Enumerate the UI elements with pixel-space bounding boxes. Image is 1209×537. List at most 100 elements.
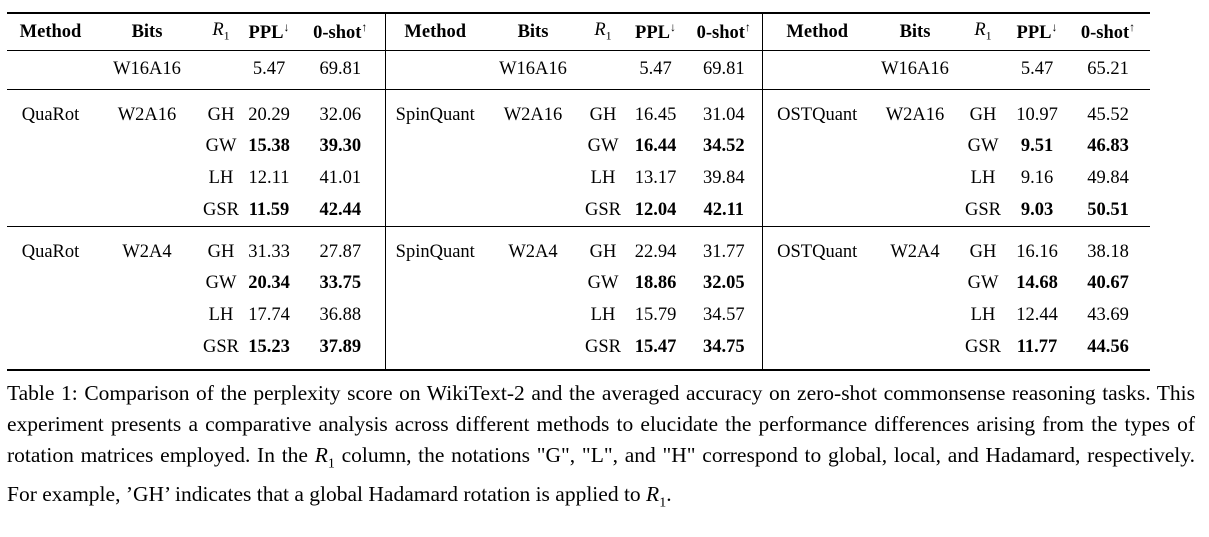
table-row: QuaRot W2A4 GH 31.33 27.87 SpinQuant W2A4 GH 22.… xyxy=(7,226,1150,267)
zeroshot-cell: 50.51 xyxy=(1087,199,1129,220)
method-cell: OSTQuant xyxy=(761,89,872,130)
r1-cell: GW xyxy=(205,135,237,156)
header-ppl-label: PPL xyxy=(1016,23,1052,44)
bits-cell xyxy=(872,162,958,194)
bits-cell xyxy=(94,162,200,194)
header-bits: Bits xyxy=(517,21,549,42)
header-r1-sub: 1 xyxy=(985,28,992,43)
ppl-cell: 22.94 xyxy=(634,241,677,262)
ppl-cell: 9.03 xyxy=(1020,199,1054,220)
zeroshot-cell: 40.67 xyxy=(1087,272,1129,293)
header-bits: Bits xyxy=(131,21,163,42)
zeroshot-cell: 31.04 xyxy=(702,104,745,125)
method-cell: QuaRot xyxy=(21,104,80,125)
ppl-cell: 9.51 xyxy=(1020,135,1054,156)
header-method: Method xyxy=(384,13,485,51)
bits-cell xyxy=(872,194,958,227)
r1-cell: LH xyxy=(208,304,234,325)
r1-cell: LH xyxy=(590,167,616,188)
r1-cell: GSR xyxy=(585,199,621,220)
header-zeroshot-label: 0-shot xyxy=(696,23,745,44)
zeroshot-cell: 38.18 xyxy=(1087,241,1129,262)
caption-math-letter: R xyxy=(314,443,328,467)
ppl-cell: 12.11 xyxy=(248,167,290,188)
method-cell: SpinQuant xyxy=(384,89,485,130)
zeroshot-cell: 65.21 xyxy=(1087,58,1129,79)
zeroshot-cell: 34.52 xyxy=(702,135,745,156)
r1-cell: GH xyxy=(589,241,617,262)
bits-cell xyxy=(485,194,581,227)
header-ppl-arrow: ↓ xyxy=(669,19,676,34)
header-row: Method Bits R1 PPL↓ 0-shot↑ Method Bits R1 PPL↓ 0… xyxy=(7,13,1150,51)
method-cell xyxy=(384,162,485,194)
r1-cell: GW xyxy=(967,272,999,293)
bits-cell: W2A4 xyxy=(122,241,172,262)
bits-cell: W2A16 xyxy=(885,104,945,125)
caption-math-sub: 1 xyxy=(327,456,335,472)
zeroshot-cell: 41.01 xyxy=(319,167,362,188)
method-cell xyxy=(7,331,94,370)
bits-cell xyxy=(485,162,581,194)
table-row: GW 15.38 39.30 GW 16.44 34.52 GW 9.51 46.83 xyxy=(7,130,1150,162)
zeroshot-cell: 49.84 xyxy=(1087,167,1129,188)
method-cell: OSTQuant xyxy=(761,226,872,267)
bits-cell xyxy=(485,267,581,299)
header-ppl: PPL↓ xyxy=(1008,13,1066,51)
caption-math-r1-end: R1 xyxy=(646,482,666,510)
r1-cell: LH xyxy=(208,167,234,188)
ppl-cell: 12.04 xyxy=(634,199,677,220)
header-ppl: PPL↓ xyxy=(625,13,686,51)
method-cell xyxy=(761,130,872,162)
ppl-cell: 15.79 xyxy=(634,304,677,325)
table-row: QuaRot W2A16 GH 20.29 32.06 SpinQuant W2A16 GH 1… xyxy=(7,89,1150,130)
header-zeroshot-label: 0-shot xyxy=(313,23,362,44)
table-row: GW 20.34 33.75 GW 18.86 32.05 GW 14.68 40.67 xyxy=(7,267,1150,299)
method-cell xyxy=(761,162,872,194)
bits-cell xyxy=(94,299,200,331)
ppl-cell: 11.59 xyxy=(248,199,290,220)
ppl-cell: 15.47 xyxy=(634,336,677,357)
method-cell xyxy=(761,331,872,370)
r1-cell: GW xyxy=(205,272,237,293)
r1-cell: GW xyxy=(587,135,619,156)
method-cell xyxy=(384,194,485,227)
bits-cell: W2A16 xyxy=(117,104,177,125)
method-cell xyxy=(7,130,94,162)
r1-cell: GH xyxy=(969,104,997,125)
r1-cell: GH xyxy=(589,104,617,125)
table-row: LH 12.11 41.01 LH 13.17 39.84 LH 9.16 49.84 xyxy=(7,162,1150,194)
zeroshot-cell: 46.83 xyxy=(1087,135,1129,156)
method-cell: QuaRot xyxy=(21,241,80,262)
header-zeroshot-arrow: ↑ xyxy=(361,19,368,34)
zeroshot-cell: 27.87 xyxy=(319,241,362,262)
caption-text-2: column, the notations "G", "L", and "H" … xyxy=(7,443,1196,507)
header-ppl-arrow: ↓ xyxy=(1051,19,1058,34)
r1-cell: GH xyxy=(207,241,235,262)
zeroshot-cell: 37.89 xyxy=(319,336,362,357)
ppl-cell: 20.29 xyxy=(248,104,290,125)
header-method: Method xyxy=(19,21,82,42)
bits-cell xyxy=(872,130,958,162)
ppl-cell: 5.47 xyxy=(1020,58,1054,79)
table-header: Method Bits R1 PPL↓ 0-shot↑ Method Bits R1 PPL↓ 0… xyxy=(7,13,1150,51)
header-r1: R1 xyxy=(958,13,1008,51)
header-r1-sub: 1 xyxy=(223,28,230,43)
header-zeroshot: 0-shot↑ xyxy=(296,13,385,51)
ppl-cell: 16.45 xyxy=(634,104,677,125)
table-row: LH 17.74 36.88 LH 15.79 34.57 LH 12.44 43.69 xyxy=(7,299,1150,331)
header-zeroshot: 0-shot↑ xyxy=(686,13,762,51)
ppl-cell: 12.44 xyxy=(1016,304,1058,325)
header-r1: R1 xyxy=(200,13,242,51)
header-bits: Bits xyxy=(899,21,931,42)
zeroshot-cell: 44.56 xyxy=(1087,336,1129,357)
bits-cell: W16A16 xyxy=(499,58,567,79)
r1-cell: GH xyxy=(207,104,235,125)
method-cell xyxy=(7,267,94,299)
header-zeroshot-arrow: ↑ xyxy=(744,19,751,34)
ppl-cell: 13.17 xyxy=(634,167,677,188)
results-table: Method Bits R1 PPL↓ 0-shot↑ Method Bits R1 PPL↓ 0… xyxy=(7,12,1150,371)
caption-math-sub-end: 1 xyxy=(659,495,667,511)
bits-cell: W16A16 xyxy=(113,58,181,79)
zeroshot-cell: 39.84 xyxy=(702,167,745,188)
table-row: GSR 11.59 42.44 GSR 12.04 42.11 GSR 9.03 50.51 xyxy=(7,194,1150,227)
